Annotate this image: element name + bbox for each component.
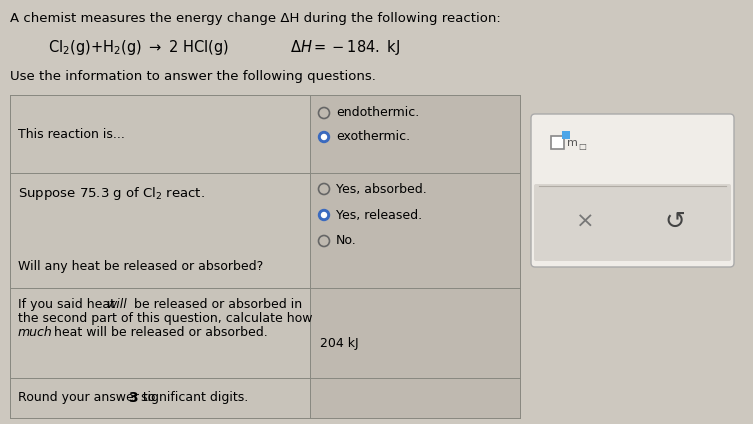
Text: will: will: [107, 298, 128, 311]
Text: exothermic.: exothermic.: [336, 131, 410, 143]
Circle shape: [319, 209, 330, 220]
Text: ×: ×: [576, 212, 594, 232]
Text: Will any heat be released or absorbed?: Will any heat be released or absorbed?: [18, 260, 264, 273]
Text: endothermic.: endothermic.: [336, 106, 419, 120]
FancyBboxPatch shape: [10, 95, 310, 418]
Text: This reaction is...: This reaction is...: [18, 128, 125, 140]
Text: significant digits.: significant digits.: [137, 391, 248, 404]
Text: No.: No.: [336, 234, 357, 248]
Text: Use the information to answer the following questions.: Use the information to answer the follow…: [10, 70, 376, 83]
Text: Yes, released.: Yes, released.: [336, 209, 422, 221]
Text: Round your answer to: Round your answer to: [18, 391, 160, 404]
FancyBboxPatch shape: [534, 184, 731, 261]
FancyBboxPatch shape: [531, 114, 734, 267]
Text: A chemist measures the energy change ΔH during the following reaction:: A chemist measures the energy change ΔH …: [10, 12, 501, 25]
Circle shape: [322, 134, 327, 139]
Text: heat will be released or absorbed.: heat will be released or absorbed.: [50, 326, 268, 339]
Text: 3: 3: [128, 391, 138, 405]
Circle shape: [319, 131, 330, 142]
Text: ↺: ↺: [664, 210, 685, 234]
Text: Suppose 75.3 g of Cl$_2$ react.: Suppose 75.3 g of Cl$_2$ react.: [18, 185, 205, 202]
Text: much: much: [18, 326, 53, 339]
FancyBboxPatch shape: [562, 131, 570, 139]
Text: the second part of this question, calculate how: the second part of this question, calcul…: [18, 312, 312, 325]
Text: $\Delta H=-184.$ kJ: $\Delta H=-184.$ kJ: [290, 38, 401, 57]
FancyBboxPatch shape: [310, 95, 520, 418]
Text: If you said heat: If you said heat: [18, 298, 119, 311]
Text: m: m: [567, 139, 578, 148]
Text: 204 kJ: 204 kJ: [320, 337, 358, 349]
Text: □: □: [578, 142, 586, 151]
Circle shape: [322, 212, 327, 218]
Text: Yes, absorbed.: Yes, absorbed.: [336, 182, 427, 195]
Text: Cl$_2$(g)+H$_2$(g) $\rightarrow$ 2 HCl(g): Cl$_2$(g)+H$_2$(g) $\rightarrow$ 2 HCl(g…: [48, 38, 229, 57]
FancyBboxPatch shape: [551, 136, 564, 149]
Text: be released or absorbed in: be released or absorbed in: [130, 298, 302, 311]
